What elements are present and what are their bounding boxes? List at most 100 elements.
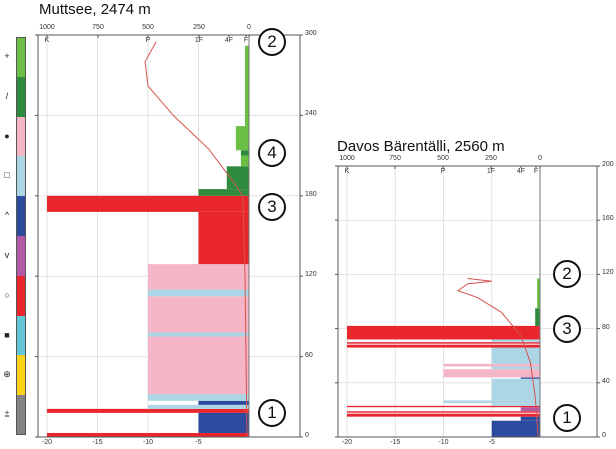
y-tick-label: 40	[602, 377, 610, 385]
snow-layer-bar	[244, 45, 249, 127]
y-tick-label: 120	[305, 271, 317, 279]
annotation-circle-4: 4	[258, 138, 286, 167]
x-tick-label-top: 750	[92, 24, 104, 31]
hardness-label: P	[440, 168, 446, 175]
legend-symbol-depth-hoar: ^	[4, 210, 10, 221]
snow-layer-bar	[240, 150, 249, 156]
y-tick-label: 60	[305, 351, 313, 359]
y-tick-label: 0	[602, 432, 606, 439]
snow-layer-bar	[240, 155, 249, 167]
legend-symbol-rounding-faceted: ⊕	[3, 369, 11, 380]
x-tick-label-top: 1000	[339, 155, 355, 162]
x-tick-label-bottom: -10	[142, 439, 154, 446]
annotation-circle-3: 3	[553, 314, 581, 343]
temperature-profile-line	[456, 278, 539, 438]
y-tick-label: 200	[602, 161, 614, 168]
snow-layer-bar	[491, 347, 540, 364]
legend-symbol-other: ⩲	[4, 409, 10, 420]
snow-layer-bar	[520, 377, 540, 379]
snow-layer-bar	[148, 296, 249, 333]
snow-layer-bar	[347, 411, 540, 413]
legend-symbol-faceted-crystals: □	[4, 170, 10, 181]
snow-layer-bar	[198, 412, 249, 433]
snow-layer-bar	[491, 420, 540, 437]
legend-symbol-precipitation-particles: +	[4, 50, 10, 61]
snow-layer-bar	[148, 394, 249, 401]
hardness-label: P	[145, 37, 151, 44]
chart-1	[335, 165, 600, 438]
annotation-circle-2: 2	[258, 27, 286, 56]
x-tick-label-bottom: -5	[195, 439, 202, 446]
hardness-label: 1F	[194, 37, 204, 44]
y-tick-label: 0	[305, 432, 309, 439]
y-tick-label: 120	[602, 269, 614, 277]
snow-layer-bar	[347, 325, 540, 340]
y-tick-label: 160	[602, 215, 614, 223]
snow-layer-bar	[347, 344, 540, 348]
snow-layer-bar	[443, 369, 540, 378]
y-tick-label: 80	[602, 323, 610, 331]
y-tick-label: 240	[305, 110, 317, 118]
x-tick-label-top: 750	[389, 155, 401, 162]
snow-layer-bar	[520, 416, 540, 421]
snow-layer-bar	[148, 404, 249, 409]
snow-layer-bar	[347, 413, 540, 417]
legend-symbol-ice-formations: ■	[4, 329, 10, 340]
snow-layer-bar	[226, 166, 249, 190]
snow-layer-bar	[235, 126, 249, 151]
chart-title-davos: Davos Bärentälli, 2560 m	[337, 138, 505, 155]
snow-layer-bar	[443, 400, 540, 404]
annotation-circle-1: 1	[258, 398, 286, 427]
x-tick-label-bottom: -10	[438, 439, 449, 446]
snow-layer-bar	[347, 412, 540, 414]
y-tick-label: 300	[305, 30, 317, 37]
snow-layer-bar	[535, 308, 540, 326]
annotation-circle-2: 2	[553, 260, 581, 289]
hardness-label: F	[243, 37, 249, 44]
snow-layer-bar	[47, 195, 249, 212]
snow-layer-bar	[198, 211, 249, 265]
x-tick-label-bottom: -20	[41, 439, 53, 446]
snow-layer-bar	[537, 278, 540, 309]
x-tick-label-bottom: -20	[341, 439, 353, 446]
x-tick-label-top: 1000	[39, 24, 55, 31]
x-tick-label-top: 0	[247, 24, 251, 31]
snow-layer-bar	[148, 336, 249, 395]
x-tick-label-top: 500	[142, 24, 154, 31]
legend-symbol-melt-forms: ○	[4, 289, 10, 300]
snow-layer-bar	[198, 400, 249, 405]
legend-border	[16, 37, 26, 435]
snow-layer-bar	[443, 363, 540, 367]
snow-layer-bar	[491, 378, 540, 401]
snow-layer-bar	[198, 189, 249, 196]
hardness-label: K	[344, 168, 350, 175]
annotation-circle-3: 3	[258, 192, 286, 221]
legend-symbol-decomposing-fragmented: /	[5, 90, 9, 101]
snow-layer-bar	[520, 407, 540, 412]
chart-0	[35, 34, 303, 438]
chart-title-muttsee: Muttsee, 2474 m	[39, 1, 151, 18]
x-tick-label-bottom: -15	[390, 439, 401, 446]
snow-layer-bar	[47, 432, 249, 437]
snow-layer-bar	[491, 339, 540, 343]
x-tick-label-top: 250	[193, 24, 205, 31]
x-tick-label-top: 500	[437, 155, 449, 162]
legend-symbol-rounded-grains: ●	[4, 130, 10, 141]
hardness-label: 1F	[486, 168, 496, 175]
x-tick-label-bottom: -5	[488, 439, 495, 446]
legend-symbol-surface-hoar: v	[4, 249, 10, 260]
annotation-circle-1: 1	[553, 404, 581, 433]
snow-layer-bar	[347, 343, 540, 345]
hardness-label: 4F	[224, 37, 234, 44]
snow-layer-bar	[148, 264, 249, 290]
snow-layer-bar	[47, 408, 249, 413]
snow-layer-bar	[347, 342, 540, 344]
temperature-profile-line	[144, 41, 248, 438]
snow-layer-bar	[491, 366, 540, 370]
x-tick-label-bottom: -15	[92, 439, 103, 446]
y-tick-label: 180	[305, 190, 317, 198]
hardness-label: K	[44, 37, 50, 44]
x-tick-label-top: 250	[485, 155, 497, 162]
snow-layer-bar	[347, 405, 540, 408]
